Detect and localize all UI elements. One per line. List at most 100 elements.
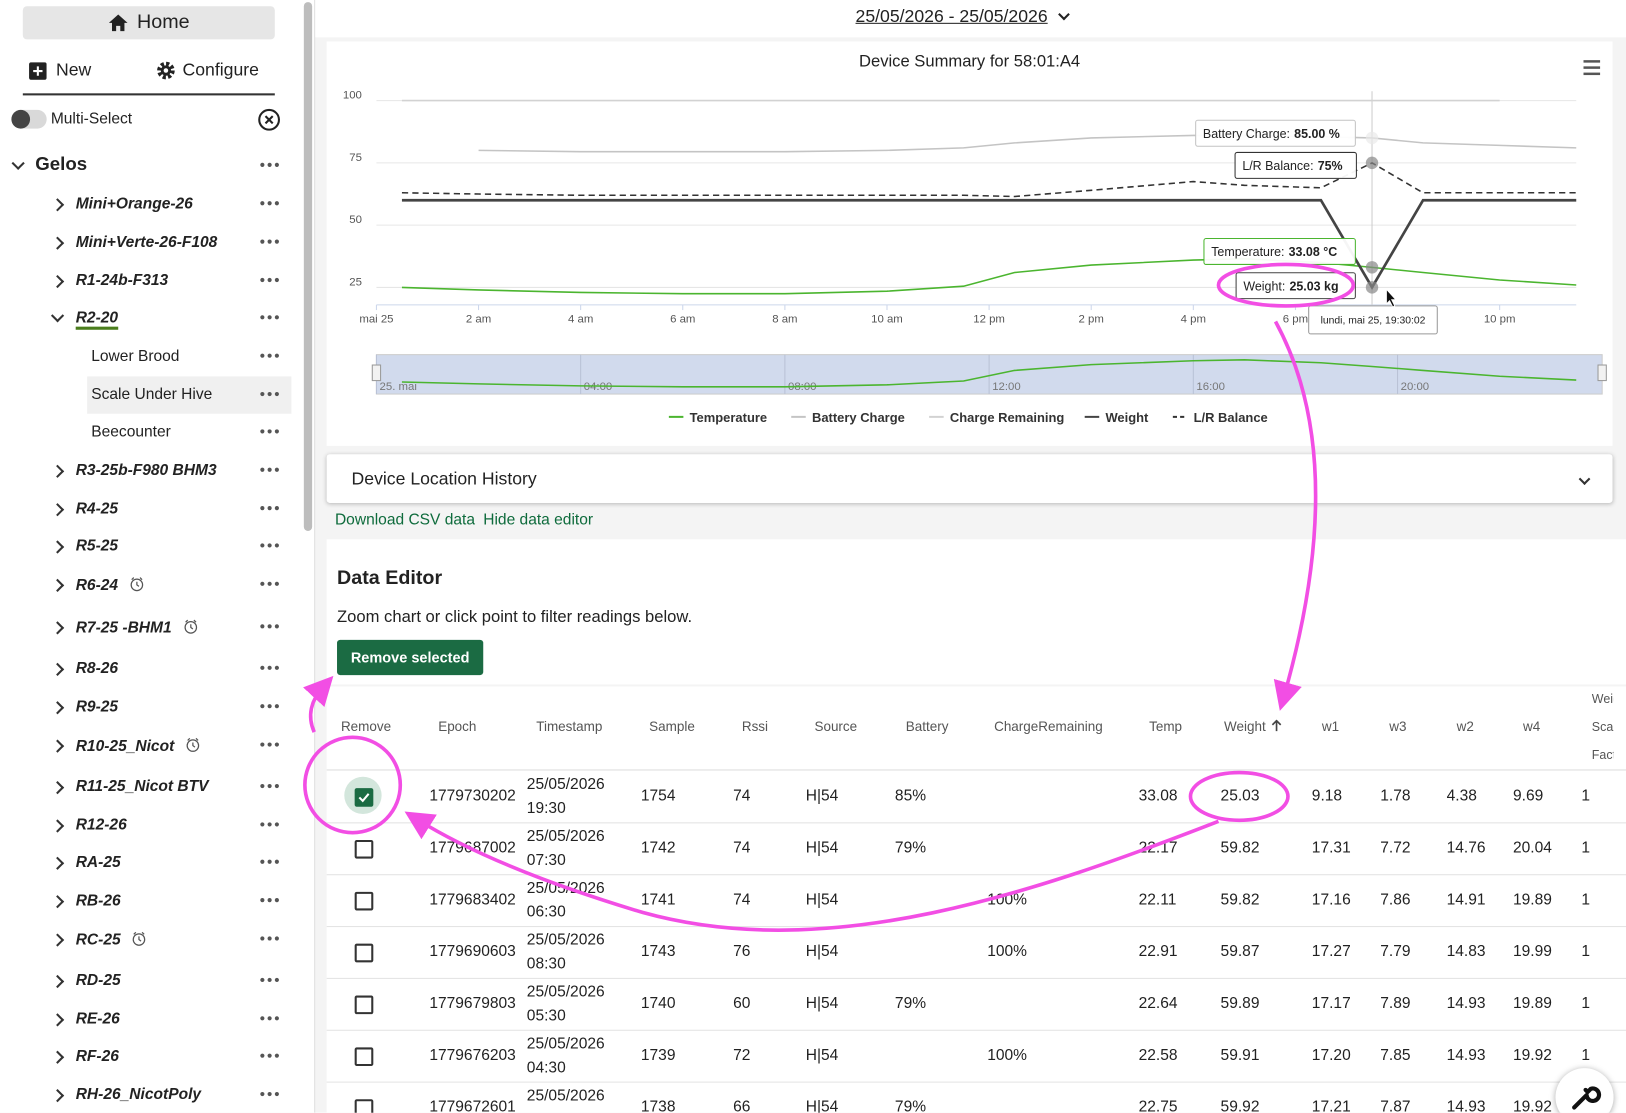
remove-checkbox[interactable] xyxy=(354,1047,374,1067)
column-header[interactable]: Timestamp xyxy=(536,718,603,735)
more-menu[interactable] xyxy=(260,624,281,630)
column-header[interactable]: Epoch xyxy=(438,718,477,735)
more-menu[interactable] xyxy=(260,239,281,246)
more-menu[interactable] xyxy=(260,1091,281,1098)
dot xyxy=(267,898,272,903)
tree-item[interactable]: R9-25 xyxy=(75,697,119,716)
column-header[interactable]: w3 xyxy=(1389,718,1407,735)
tree-item[interactable]: R4-25 xyxy=(75,499,119,518)
column-header[interactable]: Sample xyxy=(649,718,695,735)
remove-checkbox[interactable] xyxy=(354,943,374,963)
more-menu[interactable] xyxy=(260,429,281,435)
column-header[interactable]: Source xyxy=(814,718,858,735)
tree-child[interactable]: Beecounter xyxy=(91,423,171,441)
new-button[interactable]: New xyxy=(29,58,91,83)
column-header[interactable]: Weight xyxy=(1190,719,1314,734)
configure-button[interactable]: Configure xyxy=(156,58,259,83)
series-line xyxy=(478,134,1577,153)
tree-item[interactable]: RF-26 xyxy=(75,1047,119,1065)
tree-child[interactable]: Lower Brood xyxy=(91,347,180,366)
tree-item[interactable]: R7-25 -BHM1 xyxy=(76,618,199,637)
more-menu[interactable] xyxy=(260,315,281,321)
more-menu[interactable] xyxy=(260,581,281,588)
remove-checkbox[interactable] xyxy=(354,1099,374,1113)
more-menu[interactable] xyxy=(260,162,281,169)
column-header[interactable]: w1 xyxy=(1321,718,1340,735)
remove-checkbox[interactable] xyxy=(354,788,374,807)
more-menu[interactable] xyxy=(260,936,281,942)
column-header[interactable]: Remove xyxy=(340,718,392,735)
more-menu[interactable] xyxy=(260,822,281,828)
more-menu[interactable] xyxy=(260,665,281,672)
column-header[interactable]: w4 xyxy=(1523,718,1541,735)
tooltip-label: Battery Charge: xyxy=(1203,127,1290,141)
remove-checkbox[interactable] xyxy=(354,891,374,911)
date-range[interactable]: 25/05/2026 - 25/05/2026 xyxy=(856,6,1071,27)
more-menu[interactable] xyxy=(260,704,281,710)
tree-item[interactable]: R11-25_Nicot BTV xyxy=(75,777,209,796)
remove-button[interactable]: Remove selected xyxy=(337,639,484,676)
remove-checkbox[interactable] xyxy=(354,839,374,859)
tree-item[interactable]: RH-26_NicotPoly xyxy=(75,1085,202,1104)
table-cell: 14.93 xyxy=(1446,994,1486,1013)
hide-editor-link[interactable]: Hide data editor xyxy=(483,511,594,529)
tree-item[interactable]: RA-25 xyxy=(75,853,121,872)
table-cell: 74 xyxy=(733,838,751,857)
more-menu[interactable] xyxy=(260,977,281,984)
more-menu[interactable] xyxy=(260,543,281,549)
tree-item[interactable]: R12-26 xyxy=(75,816,127,834)
table-cell: 66 xyxy=(733,1098,751,1113)
group-label[interactable]: Gelos xyxy=(35,153,88,175)
table-cell: 17.17 xyxy=(1311,994,1351,1013)
table-cell: 7.89 xyxy=(1380,994,1411,1013)
tree-item[interactable]: RE-26 xyxy=(75,1010,120,1028)
menu-icon-bar xyxy=(1583,60,1601,63)
location-card xyxy=(326,454,1613,503)
tree-item[interactable]: R10-25_Nicot xyxy=(76,736,202,755)
tree-item[interactable]: R5-25 xyxy=(75,537,119,555)
tree-item[interactable]: RB-26 xyxy=(75,891,121,910)
more-menu[interactable] xyxy=(260,898,281,904)
tree-item[interactable]: RC-25 xyxy=(76,930,148,949)
tooltip-value: 85.00 % xyxy=(1294,127,1340,141)
more-menu[interactable] xyxy=(260,1016,281,1022)
clear-button[interactable] xyxy=(258,108,280,131)
home-button[interactable]: Home xyxy=(22,6,275,40)
download-link[interactable]: Download CSV data xyxy=(334,511,476,529)
tree-item[interactable]: Mini+Verte-26-F108 xyxy=(75,233,218,251)
more-menu[interactable] xyxy=(260,277,281,284)
more-menu[interactable] xyxy=(260,467,281,474)
more-menu[interactable] xyxy=(260,391,281,398)
table-cell: 33.08 xyxy=(1138,787,1178,805)
column-header[interactable]: ChargeRemaining xyxy=(994,718,1103,735)
tree-item[interactable]: R6-24 xyxy=(76,576,145,594)
tree-child[interactable]: Scale Under Hive xyxy=(91,385,213,404)
column-header[interactable]: Weight Scale Factor xyxy=(1591,691,1614,763)
more-menu[interactable] xyxy=(260,783,281,790)
tree-item[interactable]: R2-20 xyxy=(75,309,119,330)
more-menu[interactable] xyxy=(260,353,281,360)
column-header[interactable]: Temp xyxy=(1149,718,1183,735)
column-header[interactable]: Rssi xyxy=(741,718,769,735)
tree-item[interactable]: RD-25 xyxy=(75,971,121,990)
y-tick-label: 50 xyxy=(349,214,362,226)
tree-item[interactable]: R8-26 xyxy=(75,659,119,678)
more-menu[interactable] xyxy=(260,506,281,512)
more-menu[interactable] xyxy=(260,201,281,207)
tree-item[interactable]: Mini+Orange-26 xyxy=(75,194,193,213)
more-menu[interactable] xyxy=(260,742,281,748)
column-header[interactable]: Battery xyxy=(905,718,949,735)
tree-item[interactable]: R1-24b-F313 xyxy=(75,271,169,290)
legend-label: Weight xyxy=(1105,410,1149,425)
multi-select-toggle[interactable] xyxy=(11,109,47,129)
dot xyxy=(274,1016,279,1021)
table-cell: 19.92 xyxy=(1512,1046,1552,1064)
configure-label: Configure xyxy=(182,60,259,80)
more-menu[interactable] xyxy=(260,859,281,866)
settings-button[interactable] xyxy=(1555,1068,1614,1113)
location-title[interactable]: Device Location History xyxy=(351,468,537,489)
remove-checkbox[interactable] xyxy=(354,995,374,1015)
column-header[interactable]: w2 xyxy=(1456,718,1474,735)
more-menu[interactable] xyxy=(260,1053,281,1060)
tree-item[interactable]: R3-25b-F980 BHM3 xyxy=(75,461,217,480)
